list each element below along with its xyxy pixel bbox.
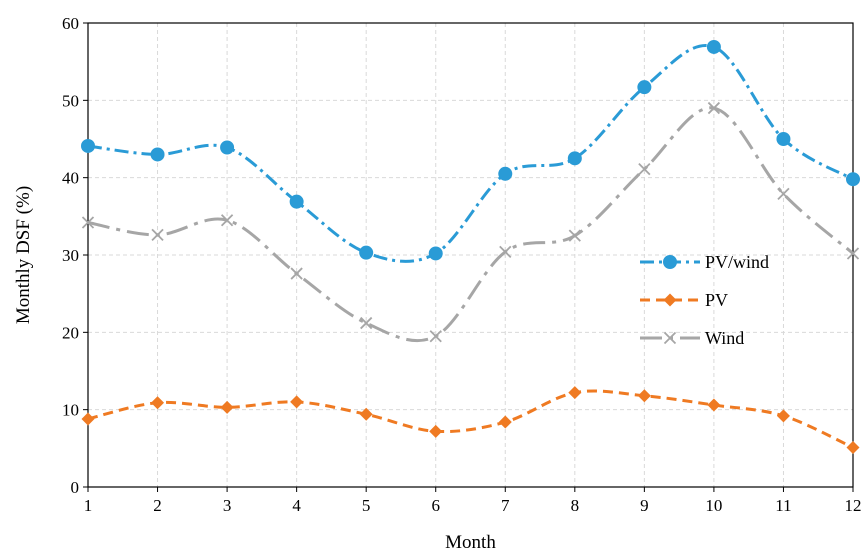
x-tick-label: 10 bbox=[705, 496, 722, 515]
series-pv bbox=[81, 386, 860, 455]
data-point-wind bbox=[290, 267, 303, 280]
x-tick-label: 7 bbox=[501, 496, 510, 515]
x-tick-label: 12 bbox=[845, 496, 862, 515]
data-point-pv-wind bbox=[289, 194, 304, 209]
y-tick-label: 40 bbox=[62, 169, 79, 188]
data-point-pv bbox=[151, 396, 165, 410]
data-point-pv-wind bbox=[150, 147, 165, 162]
legend-item-pv-wind: PV/wind bbox=[640, 252, 769, 272]
y-tick-label: 0 bbox=[71, 478, 80, 497]
data-point-pv bbox=[568, 386, 582, 400]
data-point-pv bbox=[846, 441, 860, 455]
legend-label: Wind bbox=[705, 328, 744, 348]
data-point-pv bbox=[707, 398, 721, 412]
series-line-pv-wind bbox=[87, 44, 854, 263]
legend-label: PV/wind bbox=[705, 252, 769, 272]
data-point-pv-wind bbox=[776, 132, 791, 146]
x-tick-label: 1 bbox=[84, 496, 93, 515]
legend-item-pv: PV bbox=[640, 290, 728, 310]
legend-swatch-marker bbox=[663, 293, 677, 307]
x-tick-label: 8 bbox=[571, 496, 580, 515]
data-point-pv-wind bbox=[220, 140, 235, 155]
data-point-pv-wind bbox=[637, 80, 652, 95]
data-point-pv-wind bbox=[81, 138, 95, 153]
y-axis-title: Monthly DSF (%) bbox=[13, 186, 34, 324]
data-point-wind bbox=[220, 214, 234, 227]
legend-item-wind: Wind bbox=[640, 328, 744, 348]
data-point-wind bbox=[360, 316, 373, 330]
y-tick-label: 60 bbox=[62, 14, 79, 33]
series-line-wind bbox=[87, 106, 854, 343]
data-point-wind bbox=[81, 216, 95, 229]
data-point-pv-wind bbox=[567, 151, 582, 166]
x-axis-title: Month bbox=[445, 532, 496, 553]
y-axis-tick-labels: 0 10 20 30 40 50 60 bbox=[62, 14, 88, 497]
data-point-wind bbox=[568, 229, 581, 242]
data-point-pv bbox=[220, 400, 234, 414]
data-point-pv bbox=[637, 389, 651, 403]
x-tick-label: 2 bbox=[153, 496, 162, 515]
legend-swatch-marker bbox=[663, 255, 677, 269]
data-point-pv bbox=[359, 407, 373, 421]
y-tick-label: 50 bbox=[62, 91, 79, 110]
data-point-wind bbox=[846, 247, 860, 260]
data-point-pv bbox=[290, 395, 304, 409]
series-line-pv bbox=[87, 389, 854, 449]
data-point-pv bbox=[81, 412, 95, 426]
x-tick-label: 11 bbox=[775, 496, 791, 515]
data-point-pv-wind bbox=[428, 246, 443, 261]
legend-label: PV bbox=[705, 290, 728, 310]
data-point-pv bbox=[776, 409, 790, 423]
y-tick-label: 20 bbox=[62, 323, 79, 342]
y-tick-label: 10 bbox=[62, 401, 79, 420]
data-point-wind bbox=[777, 187, 790, 201]
data-point-wind bbox=[707, 101, 721, 115]
data-point-wind bbox=[638, 163, 651, 176]
x-tick-label: 6 bbox=[431, 496, 440, 515]
data-point-pv-wind bbox=[846, 172, 860, 187]
x-axis-tick-labels: 1 2 3 4 5 6 7 8 9 10 11 12 bbox=[84, 487, 862, 515]
y-tick-label: 30 bbox=[62, 246, 79, 265]
data-point-pv bbox=[429, 424, 443, 438]
data-point-wind bbox=[151, 228, 164, 242]
data-point-wind bbox=[499, 245, 512, 259]
data-point-pv bbox=[498, 415, 512, 429]
legend: PV/wind PV Wind bbox=[640, 252, 769, 348]
data-point-pv-wind bbox=[706, 39, 721, 54]
x-tick-label: 9 bbox=[640, 496, 649, 515]
data-point-pv-wind bbox=[359, 245, 374, 260]
series-wind bbox=[81, 101, 860, 343]
x-tick-label: 4 bbox=[292, 496, 301, 515]
data-point-wind bbox=[429, 330, 442, 343]
series-layer bbox=[81, 39, 860, 455]
x-tick-label: 5 bbox=[362, 496, 371, 515]
legend-swatch-marker bbox=[663, 331, 677, 345]
data-point-pv-wind bbox=[498, 166, 513, 181]
x-tick-label: 3 bbox=[223, 496, 232, 515]
series-pv-wind bbox=[81, 39, 860, 263]
